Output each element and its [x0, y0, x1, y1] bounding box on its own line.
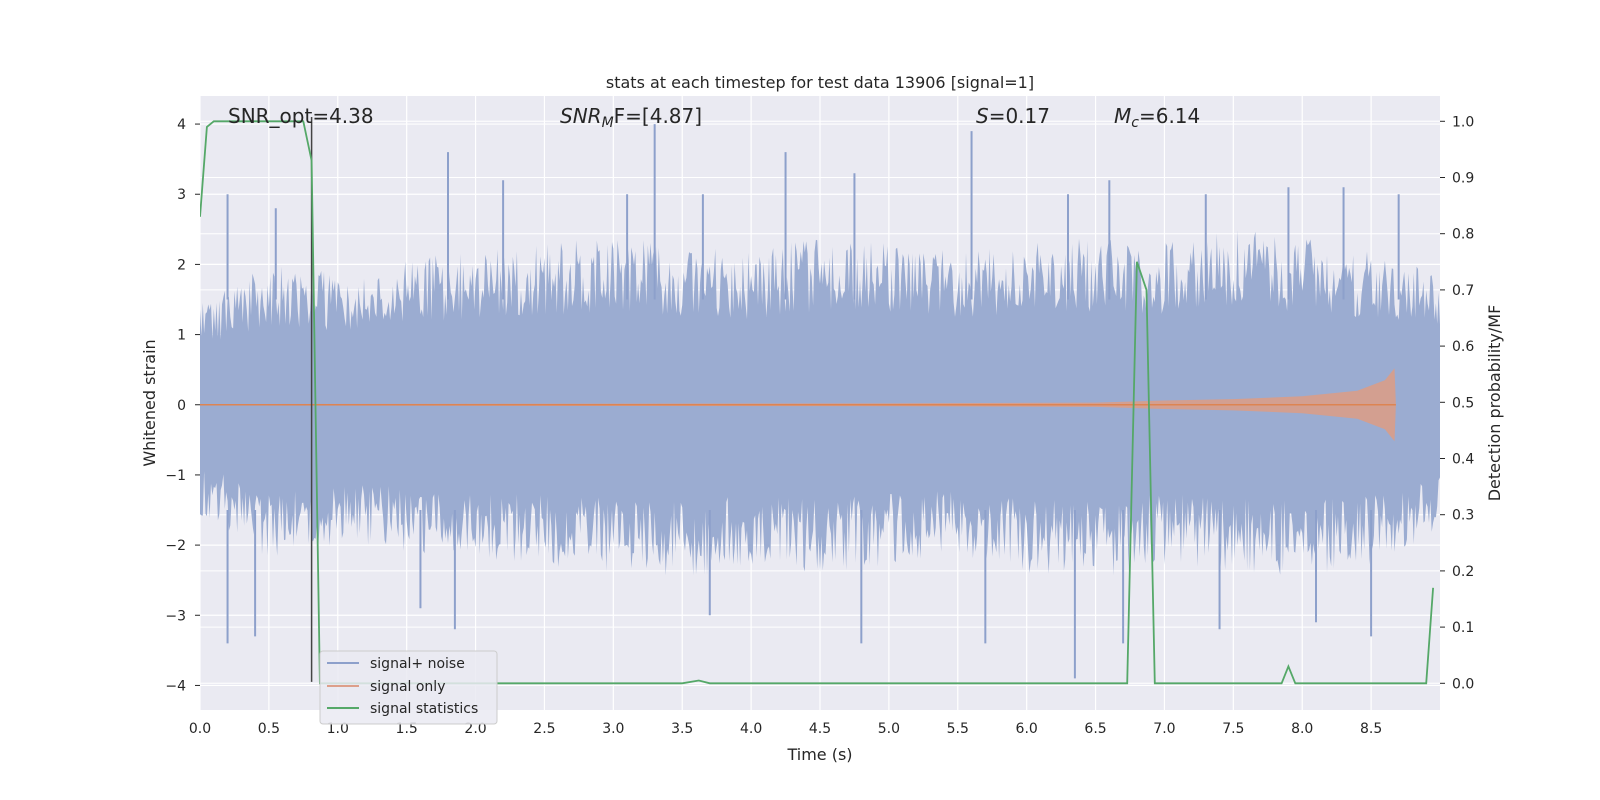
annotation-snr-opt: SNR_opt=4.38 [228, 104, 374, 128]
y2-tick-label: 1.0 [1452, 114, 1474, 130]
y-axis-ticks: 4 3 2 1 0 −1 −2 −3 −4 [165, 117, 200, 694]
y2-tick-label: 0.3 [1452, 508, 1474, 524]
y2-tick-label: 0.8 [1452, 227, 1474, 243]
series-signal-noise-spikes [226, 124, 1400, 679]
x-tick-label: 1.0 [327, 721, 349, 737]
legend-label-signal-only: signal only [370, 679, 445, 695]
y2-tick-label: 0.9 [1452, 170, 1474, 186]
legend-label-signal-statistics: signal statistics [370, 701, 478, 717]
x-tick-label: 6.5 [1084, 721, 1106, 737]
x-tick-label: 2.5 [533, 721, 555, 737]
series-signal-noise-band [200, 230, 1440, 576]
legend-label-signal-noise: signal+ noise [370, 656, 465, 672]
x-tick-label: 8.0 [1291, 721, 1313, 737]
y-tick-label: 1 [177, 328, 186, 344]
annotation-s-rest: =0.17 [989, 104, 1050, 128]
y2-tick-label: 0.4 [1452, 451, 1474, 467]
legend: signal+ noise signal only signal statist… [319, 650, 498, 725]
y2-tick-label: 0.0 [1452, 676, 1474, 692]
annotation-mc-rest: =6.14 [1139, 104, 1200, 128]
annotation-mc-sub: c [1131, 115, 1139, 131]
annotation-snr-mf-sub: M [602, 115, 614, 131]
x-tick-label: 8.5 [1360, 721, 1382, 737]
y2-tick-label: 0.1 [1452, 620, 1474, 636]
x-tick-label: 4.0 [740, 721, 762, 737]
y-tick-label: −4 [165, 678, 186, 694]
y-tick-label: 0 [177, 398, 186, 414]
x-tick-label: 2.0 [464, 721, 486, 737]
annotation-s-italic: S [976, 104, 989, 128]
y2-tick-label: 0.5 [1452, 395, 1474, 411]
y-axis-label: Whitened strain [140, 339, 159, 466]
annotation-snr-mf-rest: F=[4.87] [614, 104, 702, 128]
y2-tick-label: 0.7 [1452, 283, 1474, 299]
legend-box [319, 650, 498, 725]
series-signal-statistics [200, 120, 1434, 685]
y-tick-label: −1 [165, 468, 186, 484]
annotation-s: S=0.17 [976, 104, 1050, 128]
annotation-mc: Mc=6.14 [1114, 104, 1200, 131]
y-tick-label: 2 [177, 257, 186, 273]
annotation-snr-mf: SNRMF=[4.87] [560, 104, 702, 131]
x-tick-label: 0.0 [189, 721, 211, 737]
y-tick-label: −2 [165, 538, 186, 554]
x-tick-label: 1.5 [396, 721, 418, 737]
x-tick-label: 7.5 [1222, 721, 1244, 737]
y-tick-label: 3 [177, 187, 186, 203]
y-tick-label: 4 [177, 117, 186, 133]
x-axis-label: Time (s) [786, 745, 852, 764]
x-tick-label: 6.0 [1016, 721, 1038, 737]
annotation-snr-mf-base: SNR [560, 104, 602, 128]
x-tick-label: 4.5 [809, 721, 831, 737]
x-tick-label: 3.5 [671, 721, 693, 737]
y2-tick-label: 0.6 [1452, 339, 1474, 355]
x-tick-label: 0.5 [258, 721, 280, 737]
x-tick-label: 7.0 [1153, 721, 1175, 737]
y-tick-label: −3 [165, 608, 186, 624]
y2-tick-label: 0.2 [1452, 564, 1474, 580]
y2-axis-label: Detection probability/MF [1485, 305, 1504, 502]
chart-title: stats at each timestep for test data 139… [606, 73, 1034, 92]
y2-axis-ticks: 1.0 0.9 0.8 0.7 0.6 0.5 0.4 0.3 0.2 0.1 0.0 [1440, 114, 1474, 692]
x-tick-label: 5.5 [947, 721, 969, 737]
annotation-mc-base: M [1114, 104, 1131, 128]
x-axis-ticks: 0.0 0.5 1.0 1.5 2.0 2.5 3.0 3.5 4.0 4.5 5.0 5.5 6.0 6… [189, 721, 1382, 737]
x-tick-label: 5.0 [878, 721, 900, 737]
x-tick-label: 3.0 [602, 721, 624, 737]
